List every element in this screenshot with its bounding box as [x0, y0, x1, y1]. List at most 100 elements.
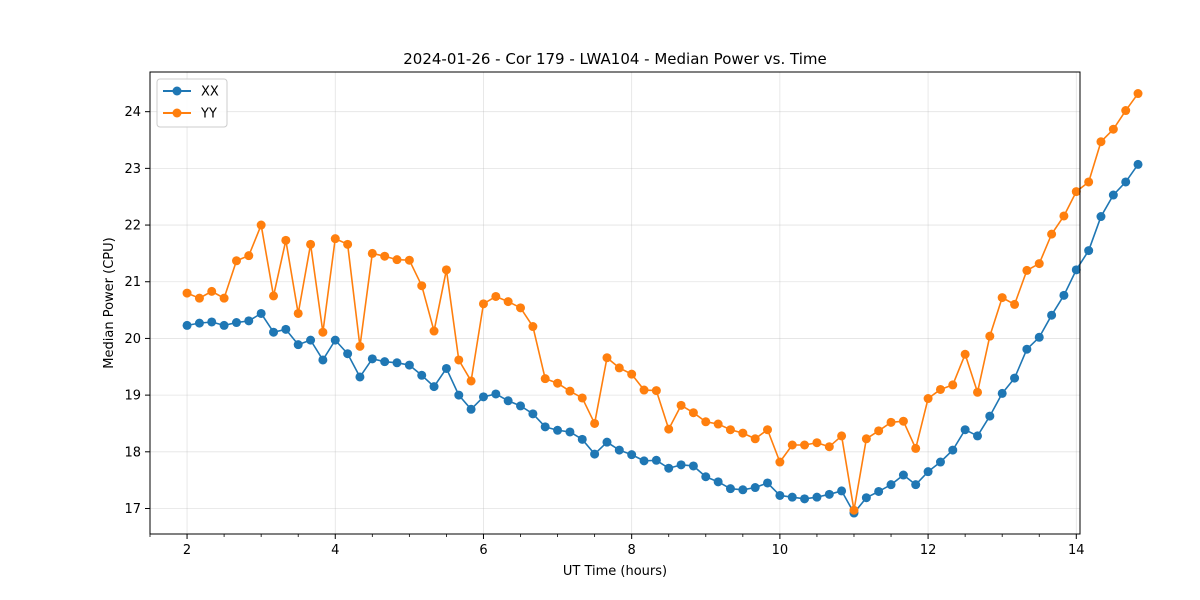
data-point-xx — [627, 450, 637, 460]
data-point-yy — [355, 341, 365, 351]
data-point-yy — [800, 440, 810, 450]
data-point-yy — [454, 355, 464, 365]
data-point-xx — [614, 445, 624, 455]
data-point-xx — [343, 349, 353, 359]
data-point-yy — [590, 418, 600, 428]
data-point-xx — [1059, 290, 1069, 300]
series-layer — [182, 89, 1143, 518]
data-point-xx — [540, 422, 550, 432]
data-point-yy — [898, 416, 908, 426]
data-point-yy — [417, 281, 427, 291]
y-tick-label: 17 — [124, 502, 141, 517]
data-point-xx — [367, 354, 377, 364]
data-point-yy — [948, 380, 958, 390]
data-point-xx — [602, 437, 612, 447]
y-axis-label: Median Power (CPU) — [102, 237, 117, 368]
data-point-xx — [837, 486, 847, 496]
data-point-yy — [367, 248, 377, 258]
data-point-xx — [454, 390, 464, 400]
data-point-yy — [627, 369, 637, 379]
y-tick-label: 18 — [124, 445, 141, 460]
data-point-yy — [1121, 106, 1131, 116]
data-point-xx — [911, 480, 921, 490]
data-point-xx — [997, 388, 1007, 398]
data-point-yy — [392, 255, 402, 265]
y-tick-label: 23 — [124, 162, 141, 177]
data-point-yy — [614, 363, 624, 373]
chart-title: 2024-01-26 - Cor 179 - LWA104 - Median P… — [403, 50, 827, 68]
data-point-yy — [874, 426, 884, 436]
data-point-xx — [886, 480, 896, 490]
data-point-xx — [392, 358, 402, 368]
data-point-yy — [787, 440, 797, 450]
data-point-xx — [330, 335, 340, 345]
data-point-yy — [701, 417, 711, 427]
data-point-yy — [1133, 89, 1143, 99]
data-point-yy — [207, 286, 217, 296]
data-point-yy — [441, 265, 451, 275]
data-point-xx — [1071, 265, 1081, 275]
data-point-yy — [602, 353, 612, 363]
data-point-xx — [861, 493, 871, 503]
legend-label-yy: YY — [200, 107, 217, 122]
data-point-xx — [787, 492, 797, 502]
data-point-xx — [491, 389, 501, 399]
data-point-xx — [973, 431, 983, 441]
data-point-yy — [1071, 187, 1081, 197]
data-point-yy — [725, 425, 735, 435]
data-point-yy — [293, 308, 303, 318]
data-point-yy — [281, 235, 291, 245]
data-point-xx — [1096, 212, 1106, 222]
data-point-yy — [812, 438, 822, 448]
data-point-xx — [923, 467, 933, 477]
data-point-xx — [651, 455, 661, 465]
legend-label-xx: XX — [201, 85, 219, 100]
data-point-xx — [1121, 177, 1131, 187]
series-yy — [182, 89, 1143, 515]
data-point-yy — [713, 419, 723, 429]
data-point-yy — [528, 322, 538, 332]
data-point-xx — [207, 317, 217, 327]
data-point-yy — [973, 387, 983, 397]
data-point-xx — [404, 360, 414, 370]
data-point-xx — [590, 449, 600, 459]
data-point-yy — [676, 400, 686, 410]
data-point-yy — [738, 428, 748, 438]
data-point-xx — [478, 392, 488, 402]
data-point-xx — [948, 445, 958, 455]
data-point-yy — [960, 349, 970, 359]
data-point-xx — [985, 411, 995, 421]
y-tick-label: 19 — [124, 389, 141, 404]
data-point-yy — [565, 386, 575, 396]
data-point-xx — [1108, 190, 1118, 200]
data-point-yy — [1022, 265, 1032, 275]
data-point-yy — [1084, 177, 1094, 187]
x-tick-label: 12 — [920, 543, 937, 558]
y-tick-label: 24 — [124, 105, 141, 120]
data-point-xx — [355, 372, 365, 382]
data-point-yy — [1096, 137, 1106, 147]
grid — [150, 72, 1080, 534]
data-point-yy — [849, 505, 859, 515]
data-point-yy — [540, 374, 550, 384]
data-point-yy — [318, 327, 328, 337]
data-point-xx — [1133, 159, 1143, 169]
data-point-yy — [343, 239, 353, 249]
x-tick-label: 4 — [331, 543, 339, 558]
data-point-xx — [898, 470, 908, 480]
data-point-xx — [380, 357, 390, 367]
data-point-yy — [911, 443, 921, 453]
x-tick-label: 2 — [183, 543, 191, 558]
data-point-xx — [688, 461, 698, 471]
data-point-yy — [404, 255, 414, 265]
data-point-yy — [553, 378, 563, 388]
x-tick-label: 14 — [1068, 543, 1085, 558]
data-point-yy — [429, 326, 439, 336]
data-point-xx — [1034, 332, 1044, 342]
data-point-xx — [800, 494, 810, 504]
data-point-xx — [713, 477, 723, 487]
data-point-xx — [874, 486, 884, 496]
data-point-yy — [256, 220, 266, 230]
data-point-xx — [763, 478, 773, 488]
